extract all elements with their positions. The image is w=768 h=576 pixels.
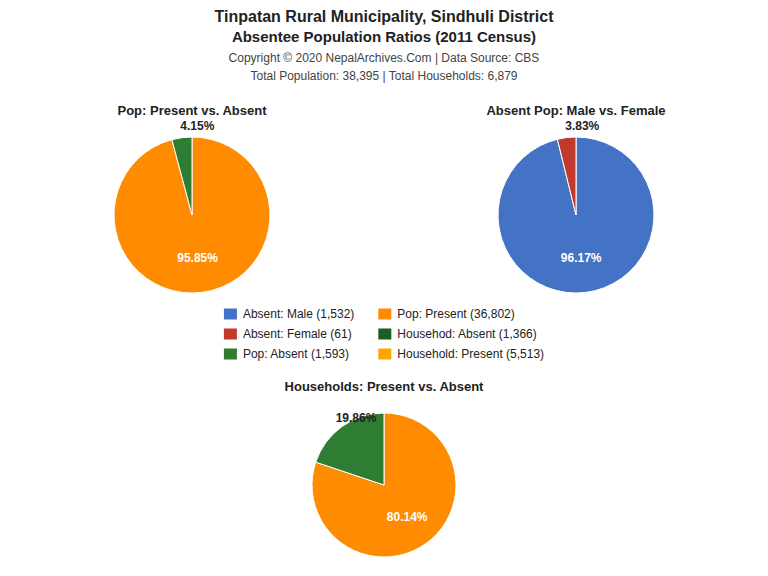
legend-label: Househod: Absent (1,366) xyxy=(397,327,536,341)
legend-swatch xyxy=(224,349,237,360)
legend: Absent: Male (1,532) Absent: Female (61) P… xyxy=(224,307,544,361)
title: Tinpatan Rural Municipality, Sindhuli Di… xyxy=(215,8,555,25)
data-labels: 80.14% 19.86% xyxy=(336,411,428,524)
legend-item: Absent: Male (1,532) xyxy=(224,307,354,321)
legend-swatch xyxy=(224,329,237,340)
legend-label: Absent: Male (1,532) xyxy=(243,307,354,321)
slices xyxy=(498,137,654,293)
pie-slice xyxy=(557,137,576,215)
chart-root: Tinpatan Rural Municipality, Sindhuli Di… xyxy=(0,0,768,576)
data-label: 80.14% xyxy=(387,510,428,524)
data-label: 4.15% xyxy=(180,119,214,133)
pie-chart: Pop: Present vs. Absent 95.85% 4.15% xyxy=(114,103,270,293)
legend-label: Pop: Absent (1,593) xyxy=(243,347,349,361)
data-labels: 96.17% 3.83% xyxy=(561,119,602,265)
header: Tinpatan Rural Municipality, Sindhuli Di… xyxy=(215,8,555,83)
pie-title: Households: Present vs. Absent xyxy=(285,379,485,394)
data-label: 19.86% xyxy=(336,411,377,425)
data-label: 95.85% xyxy=(177,251,218,265)
data-label: 96.17% xyxy=(561,251,602,265)
pie-title: Absent Pop: Male vs. Female xyxy=(486,103,665,118)
legend-swatch xyxy=(378,329,391,340)
legend-item: Pop: Present (36,802) xyxy=(378,307,514,321)
legend-item: Househod: Absent (1,366) xyxy=(378,327,536,341)
legend-item: Absent: Female (61) xyxy=(224,327,352,341)
pie-chart: Households: Present vs. Absent 80.14% 19.8… xyxy=(285,379,485,557)
pie-slice xyxy=(114,137,270,293)
legend-label: Household: Present (5,513) xyxy=(397,347,544,361)
pie-title: Pop: Present vs. Absent xyxy=(117,103,267,118)
pie-slice xyxy=(498,137,654,293)
pie-slice xyxy=(312,413,456,557)
data-labels: 95.85% 4.15% xyxy=(177,119,218,264)
slices xyxy=(114,137,270,293)
slices xyxy=(312,413,456,557)
legend-label: Pop: Present (36,802) xyxy=(397,307,514,321)
legend-swatch xyxy=(378,349,391,360)
legend-item: Pop: Absent (1,593) xyxy=(224,347,349,361)
legend-label: Absent: Female (61) xyxy=(243,327,352,341)
legend-item: Household: Present (5,513) xyxy=(378,347,544,361)
legend-swatch xyxy=(224,309,237,320)
pie-slice xyxy=(172,137,192,215)
pie-chart: Absent Pop: Male vs. Female 96.17% 3.83% xyxy=(486,103,665,293)
data-label: 3.83% xyxy=(565,119,599,133)
annotation: Total Population: 38,395 | Total Househo… xyxy=(250,69,517,83)
subtitle: Absentee Population Ratios (2011 Census) xyxy=(232,28,536,45)
legend-swatch xyxy=(378,309,391,320)
annotation: Copyright © 2020 NepalArchives.Com | Dat… xyxy=(229,51,540,65)
